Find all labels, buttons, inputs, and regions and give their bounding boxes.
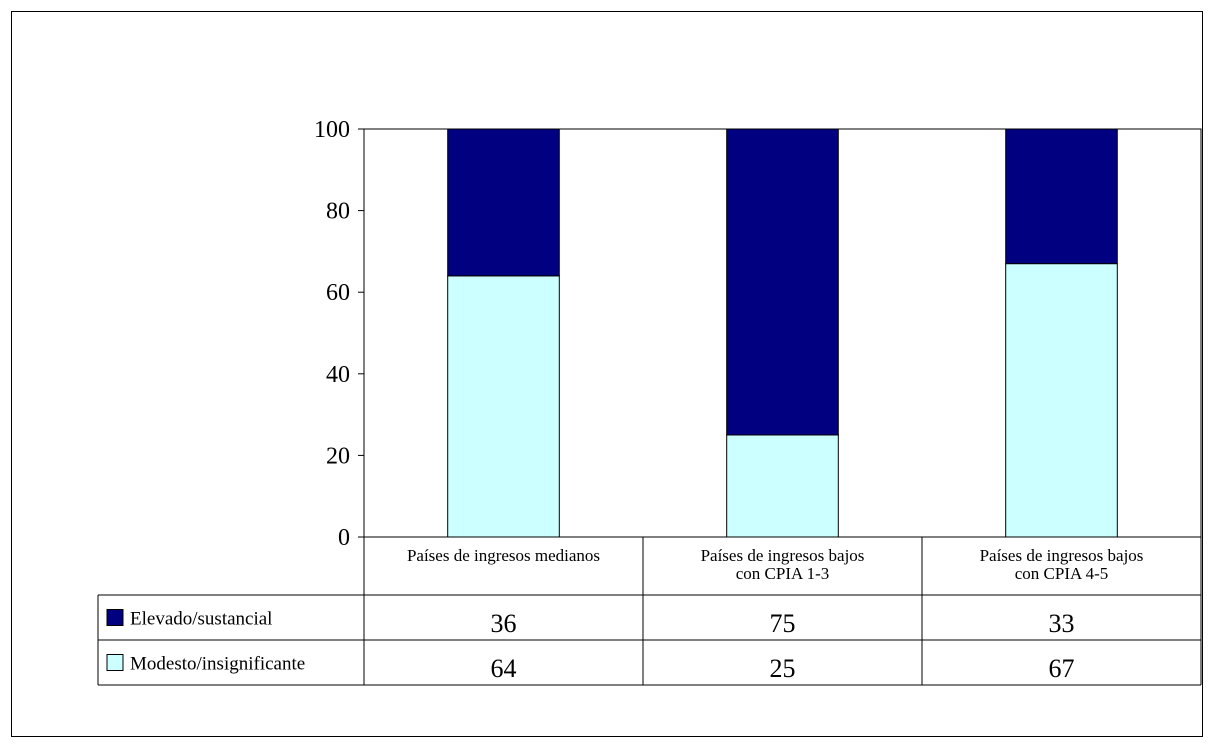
y-tick-label: 80 — [326, 199, 350, 225]
legend-label: Modesto/insignificante — [130, 654, 305, 675]
bar-segment — [1005, 128, 1118, 265]
category-label: Países de ingresos bajos con CPIA 1-3 — [701, 546, 865, 583]
y-tick-label: 100 — [314, 117, 350, 143]
y-tick-label: 60 — [326, 280, 350, 306]
chart-frame — [11, 11, 1203, 737]
y-axis: 0 20 40 60 80 100 — [314, 117, 364, 551]
bar-segment — [726, 128, 839, 436]
category-label-line: Países de ingresos bajos — [980, 546, 1144, 565]
category-label: Países de ingresos medianos — [407, 546, 600, 565]
category-label-line: Países de ingresos bajos — [701, 546, 865, 565]
legend-swatch — [106, 654, 124, 671]
category-label: Países de ingresos bajos con CPIA 4-5 — [980, 546, 1144, 583]
data-value: 33 — [1049, 609, 1075, 638]
bar-segment — [726, 434, 839, 538]
bar-segment — [1005, 263, 1118, 538]
y-tick-label: 40 — [326, 362, 350, 388]
legend-swatch — [106, 609, 124, 626]
bar-segment — [447, 275, 560, 538]
bars-group — [447, 128, 1118, 538]
data-table: Países de ingresos medianos Países de ing… — [97, 537, 1202, 686]
bar-segment — [447, 128, 560, 277]
category-label-line: con CPIA 1-3 — [736, 564, 830, 583]
category-label-line: con CPIA 4-5 — [1015, 564, 1109, 583]
data-value: 75 — [770, 609, 796, 638]
y-tick-label: 20 — [326, 443, 350, 469]
legend-label: Elevado/sustancial — [130, 609, 272, 630]
data-value: 25 — [770, 654, 796, 683]
category-label-line: Países de ingresos medianos — [407, 546, 600, 565]
y-tick-label: 0 — [338, 525, 350, 551]
data-value: 67 — [1049, 654, 1075, 683]
data-value: 64 — [491, 654, 517, 683]
data-value: 36 — [491, 609, 517, 638]
